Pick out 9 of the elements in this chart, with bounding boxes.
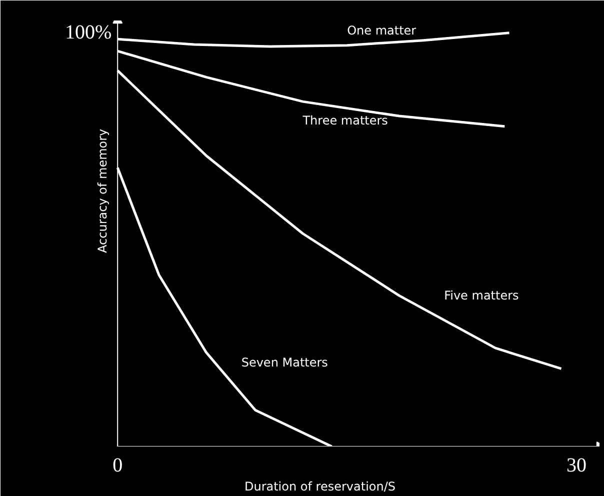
series-label: Three matters xyxy=(302,114,388,128)
x-tick-label: 30 xyxy=(566,454,587,476)
series-label: One matter xyxy=(347,23,416,38)
y-axis-title: Accuracy of memory xyxy=(96,128,110,253)
series-label: Seven Matters xyxy=(241,356,328,370)
x-tick-label: 0 xyxy=(112,454,123,476)
series-label: Five matters xyxy=(444,288,519,303)
text: 100% xyxy=(64,22,112,44)
x-axis-title: Duration of reservation/S xyxy=(244,480,396,494)
